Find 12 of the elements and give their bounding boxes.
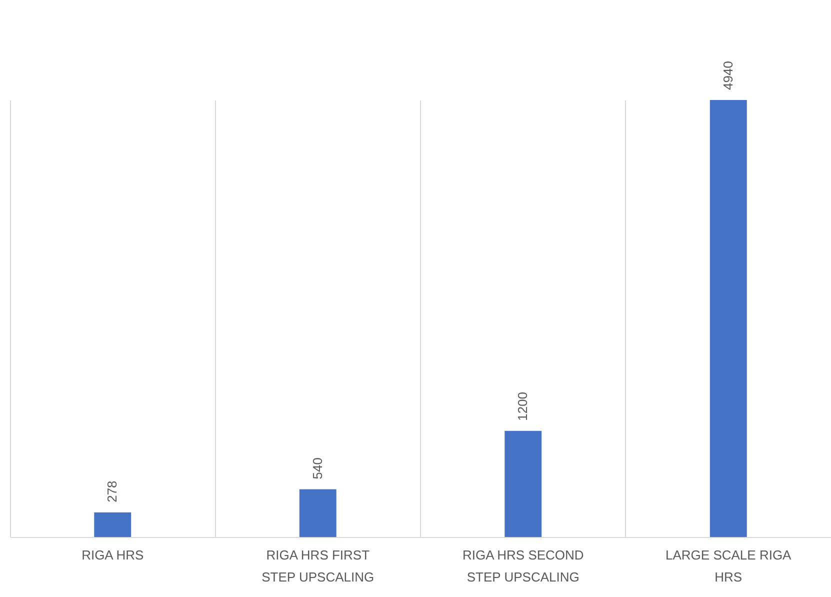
data-label: 4940 (720, 61, 736, 90)
x-tick-label: RIGA HRS (82, 548, 144, 562)
bar (710, 100, 747, 537)
x-tick-label: RIGA HRS SECOND STEP UPSCALING (462, 548, 584, 584)
bar (504, 430, 542, 537)
x-tick-label: LARGE SCALE RIGA HRS (666, 548, 792, 584)
data-label: 1200 (515, 392, 530, 421)
bar (94, 512, 132, 537)
x-tick-label: RIGA HRS FIRST STEP UPSCALING (262, 548, 374, 584)
bar (299, 489, 336, 537)
data-label: 278 (104, 480, 120, 502)
data-label: 540 (310, 458, 325, 480)
